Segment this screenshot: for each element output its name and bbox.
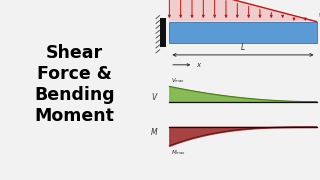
Text: L: L xyxy=(241,43,245,52)
Polygon shape xyxy=(169,0,316,22)
Text: V: V xyxy=(151,93,156,102)
Text: x: x xyxy=(196,62,200,68)
Bar xyxy=(160,18,166,47)
Text: Shear
Force &
Bending
Moment: Shear Force & Bending Moment xyxy=(34,44,115,125)
Text: $w_2 = 0$: $w_2 = 0$ xyxy=(318,11,320,21)
Bar xyxy=(169,22,316,43)
Text: $V_{max}$: $V_{max}$ xyxy=(171,76,185,85)
Text: M: M xyxy=(151,128,157,137)
Text: $M_{max}$: $M_{max}$ xyxy=(171,148,186,157)
